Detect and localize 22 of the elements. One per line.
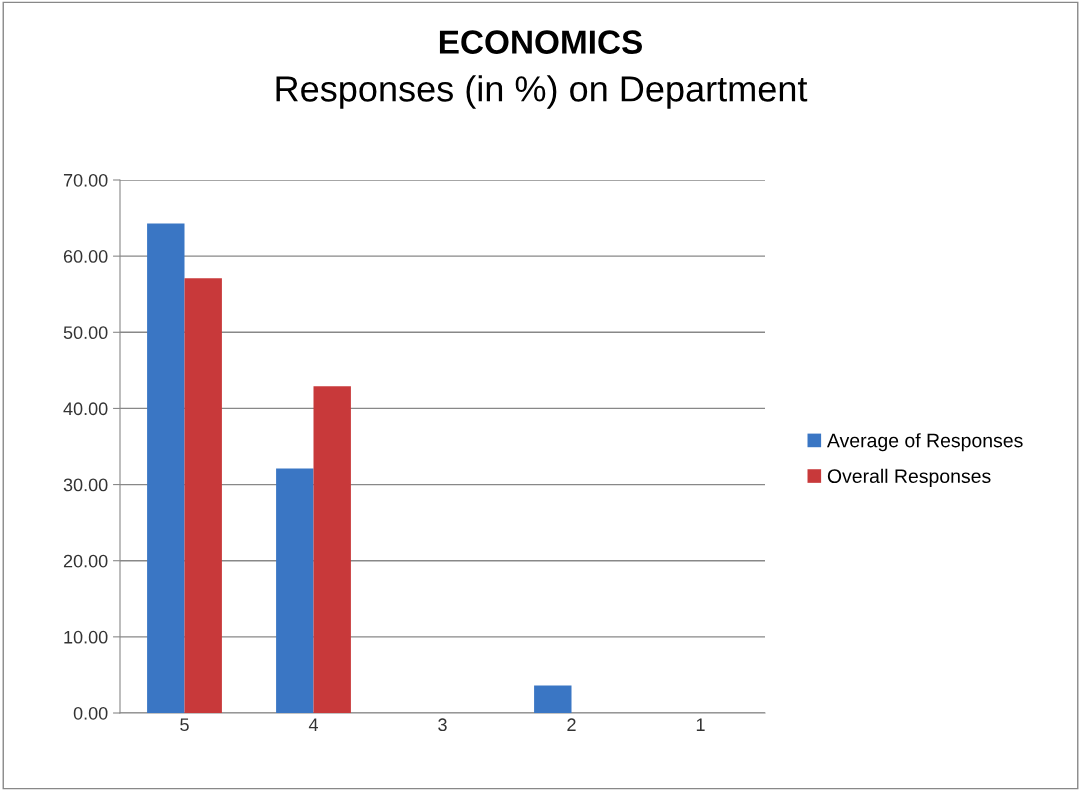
legend-label: Average of Responses <box>826 433 1023 452</box>
y-tick-label: 50.00 <box>63 326 108 340</box>
y-tick-label: 20.00 <box>63 554 108 568</box>
y-tick-label: 40.00 <box>63 402 108 416</box>
y-tick-label: 70.00 <box>63 173 108 187</box>
chart-subtitle: Responses (in %) on Department <box>276 75 808 109</box>
x-tick-label: 4 <box>308 718 318 731</box>
y-tick-label: 30.00 <box>63 478 108 492</box>
bar <box>184 278 222 713</box>
x-tick-label: 1 <box>696 718 705 731</box>
y-tick-label: 0.00 <box>73 706 108 720</box>
x-tick-label: 5 <box>180 718 189 732</box>
x-tick-label: 2 <box>567 718 576 731</box>
bar <box>313 386 351 713</box>
legend-label: Overall Responses <box>827 468 991 487</box>
x-tick-label: 3 <box>438 718 447 732</box>
bar <box>147 223 185 713</box>
bar <box>276 468 314 713</box>
y-tick-label: 60.00 <box>63 250 108 263</box>
chart-title: ECONOMICS <box>439 30 642 54</box>
bar <box>534 685 572 713</box>
y-tick-label: 10.00 <box>64 630 108 644</box>
